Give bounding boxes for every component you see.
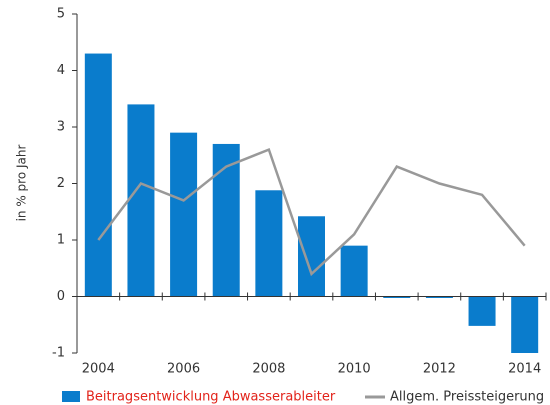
bar (170, 132, 198, 297)
bar (298, 216, 325, 297)
x-tick-label: 2006 (167, 362, 200, 377)
bar (84, 53, 112, 297)
bar (511, 296, 539, 353)
y-tick-label: -1 (52, 346, 65, 361)
bar (127, 104, 155, 297)
bar (383, 296, 411, 298)
y-tick-label: 4 (57, 63, 65, 78)
bar (340, 245, 368, 297)
y-tick-label: 0 (57, 289, 65, 304)
y-axis-label: in % pro Jahr (15, 145, 29, 222)
bar (468, 296, 496, 326)
y-tick-label: 5 (57, 7, 65, 22)
bar (255, 190, 283, 297)
bar (212, 143, 240, 297)
legend-label: Beitragsentwicklung Abwasserableiter (86, 390, 336, 405)
x-tick-label: 2004 (82, 362, 115, 377)
bar (425, 296, 453, 298)
x-tick-label: 2008 (252, 362, 285, 377)
x-tick-label: 2012 (423, 362, 456, 377)
y-tick-label: 1 (57, 233, 65, 248)
line (97, 147, 526, 277)
x-tick-label: 2014 (508, 362, 541, 377)
x-tick-label: 2010 (338, 362, 371, 377)
legend-swatch (62, 391, 80, 402)
legend-label: Allgem. Preissteigerung (390, 390, 544, 405)
y-tick-label: 2 (57, 176, 65, 191)
y-tick-label: 3 (57, 120, 65, 135)
